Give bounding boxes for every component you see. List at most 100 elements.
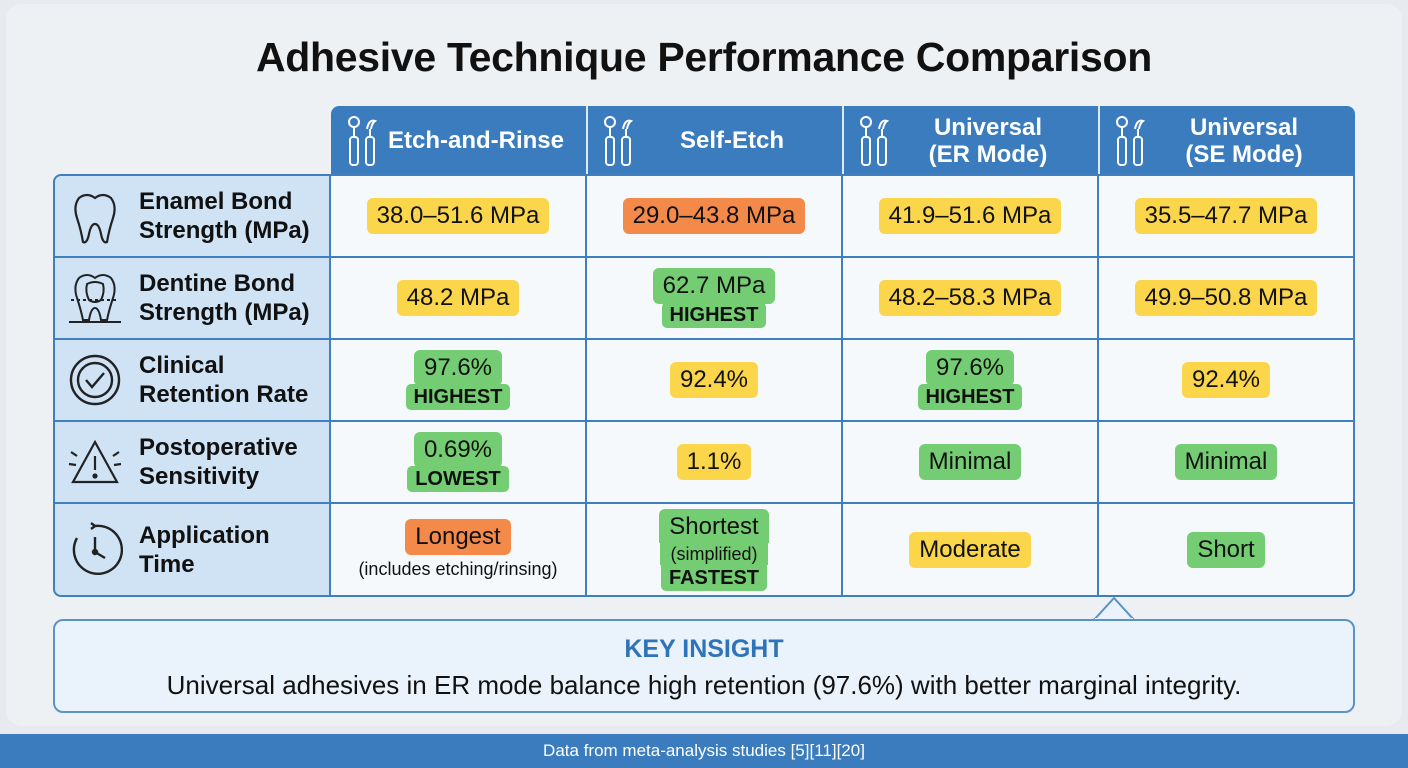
row-label-application-time: Application Time xyxy=(53,502,331,597)
table-cell: 48.2–58.3 MPa xyxy=(843,256,1099,340)
rank-tag: HIGHEST xyxy=(405,384,511,410)
cell-content: 62.7 MPa HIGHEST xyxy=(652,268,776,328)
cell-content: 97.6% HIGHEST xyxy=(917,350,1023,410)
rank-tag: HIGHEST xyxy=(661,302,767,328)
cell-content: 48.2 MPa xyxy=(396,280,520,316)
cell-content: 97.6% HIGHEST xyxy=(405,350,511,410)
column-header-label: Universal (SE Mode) xyxy=(1185,113,1303,168)
value-badge: 97.6% xyxy=(925,350,1015,386)
value-badge: 38.0–51.6 MPa xyxy=(366,198,550,234)
cell-content: 0.69% LOWEST xyxy=(407,432,509,492)
header-divider xyxy=(842,106,844,175)
table-cell: 35.5–47.7 MPa xyxy=(1099,174,1355,258)
table-cell: Short xyxy=(1099,502,1355,597)
table-cell: Minimal xyxy=(1099,420,1355,504)
table-cell: 92.4% xyxy=(587,338,843,422)
rank-tag: HIGHEST xyxy=(917,384,1023,410)
cell-content: 92.4% xyxy=(669,362,759,398)
column-header-label: Self-Etch xyxy=(679,127,784,154)
value-badge: 92.4% xyxy=(1181,362,1271,398)
cell-content: Longest (includes etching/rinsing) xyxy=(358,519,558,580)
table-cell: 1.1% xyxy=(587,420,843,504)
dental-tools-icon xyxy=(1113,113,1147,169)
header-divider xyxy=(1098,106,1100,175)
column-header-self-etch: Self-Etch xyxy=(587,106,843,175)
dental-tools-icon xyxy=(345,113,379,169)
table-cell: 97.6% HIGHEST xyxy=(331,338,587,422)
clock-icon xyxy=(67,521,124,578)
row-label-text: Application Time xyxy=(139,521,270,578)
footer-source: Data from meta-analysis studies [5][11][… xyxy=(0,734,1408,768)
cell-content: 49.9–50.8 MPa xyxy=(1134,280,1318,316)
table-cell: Longest (includes etching/rinsing) xyxy=(331,502,587,597)
table-cell: Minimal xyxy=(843,420,1099,504)
table-cell: Moderate xyxy=(843,502,1099,597)
value-badge: Shortest xyxy=(659,508,769,543)
table-cell: 97.6% HIGHEST xyxy=(843,338,1099,422)
value-badge: 97.6% xyxy=(413,350,503,386)
rank-tag: LOWEST xyxy=(407,466,509,492)
table-cell: 38.0–51.6 MPa xyxy=(331,174,587,258)
column-header-label: Universal (ER Mode) xyxy=(928,113,1048,168)
header-divider xyxy=(586,106,588,175)
value-subnote: (simplified) xyxy=(660,542,768,565)
value-badge: 41.9–51.6 MPa xyxy=(878,198,1062,234)
cell-content: 41.9–51.6 MPa xyxy=(878,198,1062,234)
cell-content: 48.2–58.3 MPa xyxy=(878,280,1062,316)
column-header-etch-and-rinse: Etch-and-Rinse xyxy=(331,106,587,175)
cell-content: Minimal xyxy=(1174,444,1278,480)
column-header-label: Etch-and-Rinse xyxy=(387,127,564,154)
column-header-universal-er-mode: Universal (ER Mode) xyxy=(843,106,1099,175)
row-label-enamel-bond-strength-mpa: Enamel Bond Strength (MPa) xyxy=(53,174,331,258)
cell-content: 29.0–43.8 MPa xyxy=(622,198,806,234)
cell-content: 92.4% xyxy=(1181,362,1271,398)
row-label-text: Clinical Retention Rate xyxy=(139,352,309,408)
value-badge: 29.0–43.8 MPa xyxy=(622,198,806,234)
cell-content: Minimal xyxy=(918,444,1022,480)
value-badge: Short xyxy=(1187,531,1265,568)
warning-icon xyxy=(67,434,123,490)
row-label-text: Dentine Bond Strength (MPa) xyxy=(139,270,310,326)
check-circle-icon xyxy=(67,352,123,408)
dental-tools-icon xyxy=(857,113,891,169)
value-badge: 48.2–58.3 MPa xyxy=(878,280,1062,316)
key-insight-box: KEY INSIGHT Universal adhesives in ER mo… xyxy=(53,619,1355,713)
dental-tools-icon xyxy=(601,113,635,169)
value-badge: 48.2 MPa xyxy=(396,280,520,316)
cell-content: Short xyxy=(1187,531,1265,568)
callout-pointer xyxy=(1093,597,1135,621)
value-badge: 92.4% xyxy=(669,362,759,398)
row-label-dentine-bond-strength-mpa: Dentine Bond Strength (MPa) xyxy=(53,256,331,340)
value-badge: Longest xyxy=(405,519,511,555)
cell-content: 1.1% xyxy=(676,444,752,480)
value-badge: Moderate xyxy=(909,531,1031,568)
value-badge: 49.9–50.8 MPa xyxy=(1134,280,1318,316)
insight-text: Universal adhesives in ER mode balance h… xyxy=(166,670,1242,700)
row-label-text: Enamel Bond Strength (MPa) xyxy=(139,188,310,244)
page-title: Adhesive Technique Performance Compariso… xyxy=(255,34,1152,80)
cell-content: 38.0–51.6 MPa xyxy=(366,198,550,234)
table-cell: 62.7 MPa HIGHEST xyxy=(587,256,843,340)
row-label-text: Postoperative Sensitivity xyxy=(139,434,298,490)
table-cell: 49.9–50.8 MPa xyxy=(1099,256,1355,340)
table-cell: 0.69% LOWEST xyxy=(331,420,587,504)
value-badge: Minimal xyxy=(1174,444,1278,480)
value-badge: 1.1% xyxy=(676,444,752,480)
cell-content: Moderate xyxy=(909,531,1031,568)
row-label-postoperative-sensitivity: Postoperative Sensitivity xyxy=(53,420,331,504)
table-cell: 41.9–51.6 MPa xyxy=(843,174,1099,258)
table-cell: 92.4% xyxy=(1099,338,1355,422)
cell-content: Shortest (simplified) FASTEST xyxy=(659,508,769,591)
rank-tag: FASTEST xyxy=(660,564,767,591)
tooth-icon xyxy=(67,188,123,244)
value-badge: Minimal xyxy=(918,444,1022,480)
table-cell: Shortest (simplified) FASTEST xyxy=(587,502,843,597)
insight-heading: KEY INSIGHT xyxy=(624,635,784,663)
cell-content: 35.5–47.7 MPa xyxy=(1134,198,1318,234)
value-badge: 62.7 MPa xyxy=(652,268,776,304)
value-badge: 0.69% xyxy=(413,432,503,468)
table-cell: 48.2 MPa xyxy=(331,256,587,340)
row-label-clinical-retention-rate: Clinical Retention Rate xyxy=(53,338,331,422)
column-header-universal-se-mode: Universal (SE Mode) xyxy=(1099,106,1355,175)
value-badge: 35.5–47.7 MPa xyxy=(1134,198,1318,234)
